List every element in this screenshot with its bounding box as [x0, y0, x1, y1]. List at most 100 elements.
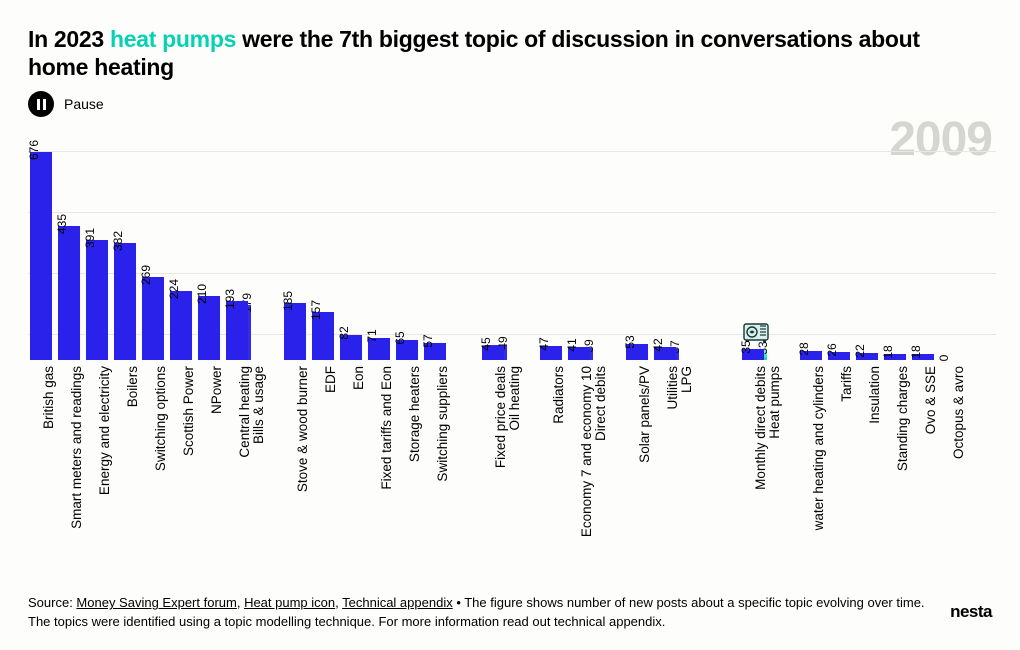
bar: 382	[114, 243, 136, 360]
bar-value-label: 45	[479, 338, 493, 351]
bar-slot: 22	[854, 145, 880, 360]
bar-gap	[252, 145, 280, 360]
bar-slot: 47	[538, 145, 564, 360]
bar-slot: 4139	[566, 145, 592, 360]
x-axis-label: Octopus & avro	[951, 366, 966, 459]
bar: 22	[856, 353, 878, 360]
x-axis-label: Switching suppliers	[435, 366, 450, 482]
bar-slot: 18	[882, 145, 908, 360]
bar-value-label: 224	[167, 279, 181, 299]
bar: 185	[284, 303, 306, 360]
bar-value-label: 53	[623, 335, 637, 348]
bar-slot: 185	[282, 145, 308, 360]
bar: 210	[198, 296, 220, 361]
bar: 57	[424, 343, 446, 361]
bar-slot: 71	[366, 145, 392, 360]
x-axis-label: Storage heaters	[407, 366, 422, 462]
pause-label: Pause	[64, 96, 104, 112]
bar-slot: 4237	[652, 145, 678, 360]
bar-value-label: 185	[281, 291, 295, 311]
x-axis-label: Stove & wood burner	[295, 366, 310, 492]
bar-gap	[450, 145, 478, 360]
x-axis-label: Radiators	[551, 366, 566, 424]
bar-slot: 65	[394, 145, 420, 360]
source-link-appendix[interactable]: Technical appendix	[342, 595, 453, 610]
bar: 41	[568, 347, 590, 360]
bar-gap	[710, 145, 738, 360]
bar: 157	[312, 312, 334, 360]
bar-slot: 82	[338, 145, 364, 360]
bar-value-label: 676	[27, 140, 41, 160]
chart-area: 6764353913822692242101931791851578271655…	[28, 145, 996, 360]
bar: 35	[742, 349, 764, 360]
bar-value-label: 18	[909, 346, 923, 359]
x-axis-label: British gas	[41, 366, 56, 429]
bar-gap	[508, 145, 536, 360]
bar: 53	[626, 344, 648, 360]
pause-icon	[37, 99, 46, 110]
bar: 269	[142, 277, 164, 360]
bar-slot: 18	[910, 145, 936, 360]
bar-slot: 391	[84, 145, 110, 360]
bar-value-label: 22	[853, 345, 867, 358]
bar: 224	[170, 291, 192, 360]
chart-title: In 2023 heat pumps were the 7th biggest …	[28, 26, 968, 81]
bar: 193	[226, 301, 248, 360]
bar-value-label: 82	[337, 326, 351, 339]
source-footer: Source: Money Saving Expert forum, Heat …	[28, 594, 930, 632]
x-axis-label: Utilities	[665, 366, 680, 410]
bar-value-label: 210	[195, 283, 209, 303]
bar-slot: 26	[826, 145, 852, 360]
bar-slot: 210	[196, 145, 222, 360]
bar-value-label: 435	[55, 214, 69, 234]
play-controls: Pause	[28, 91, 992, 117]
bar-value-label: 71	[365, 330, 379, 343]
bar-slot: 57	[422, 145, 448, 360]
bar-value-label: 57	[421, 334, 435, 347]
bar: 71	[368, 338, 390, 360]
title-prefix: In 2023	[28, 26, 110, 52]
title-highlight: heat pumps	[110, 26, 236, 52]
bar-slot: 157	[310, 145, 336, 360]
x-axis-label: Economy 7 and economy 10	[579, 366, 594, 537]
bar: 47	[540, 346, 562, 360]
x-axis-label: Eon	[351, 366, 366, 390]
bar: 82	[340, 335, 362, 360]
x-axis-label: Ovo & SSE	[923, 366, 938, 434]
bar-value-label: 269	[139, 265, 153, 285]
x-axis-label: Scottish Power	[181, 366, 196, 456]
bar: 42	[654, 347, 676, 360]
bar: 435	[58, 226, 80, 360]
bar: 26	[828, 352, 850, 360]
bar-slot: 3533	[740, 145, 766, 360]
source-link-icon[interactable]: Heat pump icon	[244, 595, 335, 610]
bar: 676	[30, 152, 52, 360]
bar: 45	[482, 346, 504, 360]
x-axis-label: EDF	[323, 366, 338, 393]
bar-value-label: 28	[797, 343, 811, 356]
pause-button[interactable]	[28, 91, 54, 117]
x-axis-label: Fixed tariffs and Eon	[379, 366, 394, 490]
bar: 18	[912, 354, 934, 360]
bar-gap	[594, 145, 622, 360]
bar-slot: 28	[798, 145, 824, 360]
bar-slot: 269	[140, 145, 166, 360]
bar-value-label: 41	[565, 339, 579, 352]
x-axis-label: Monthly direct debits	[753, 366, 768, 490]
source-link-forum[interactable]: Money Saving Expert forum	[76, 595, 236, 610]
footer-prefix: Source:	[28, 595, 76, 610]
bar: 65	[396, 340, 418, 360]
x-axis-label: Insulation	[867, 366, 882, 424]
x-axis-label: Standing charges	[895, 366, 910, 471]
bar-value-label: 42	[651, 338, 665, 351]
bar: 18	[884, 354, 906, 360]
bar-value-label: 65	[393, 331, 407, 344]
bar-slot: 435	[56, 145, 82, 360]
x-axis-label: Smart meters and readings	[69, 366, 84, 529]
bars-row: 6764353913822692242101931791851578271655…	[28, 145, 996, 360]
x-axis-label: Solar panels/PV	[637, 366, 652, 463]
x-axis-label: Central heating	[237, 366, 252, 458]
bar-slot: 676	[28, 145, 54, 360]
brand-logo: nesta	[950, 602, 992, 622]
bar-gap	[680, 145, 708, 360]
